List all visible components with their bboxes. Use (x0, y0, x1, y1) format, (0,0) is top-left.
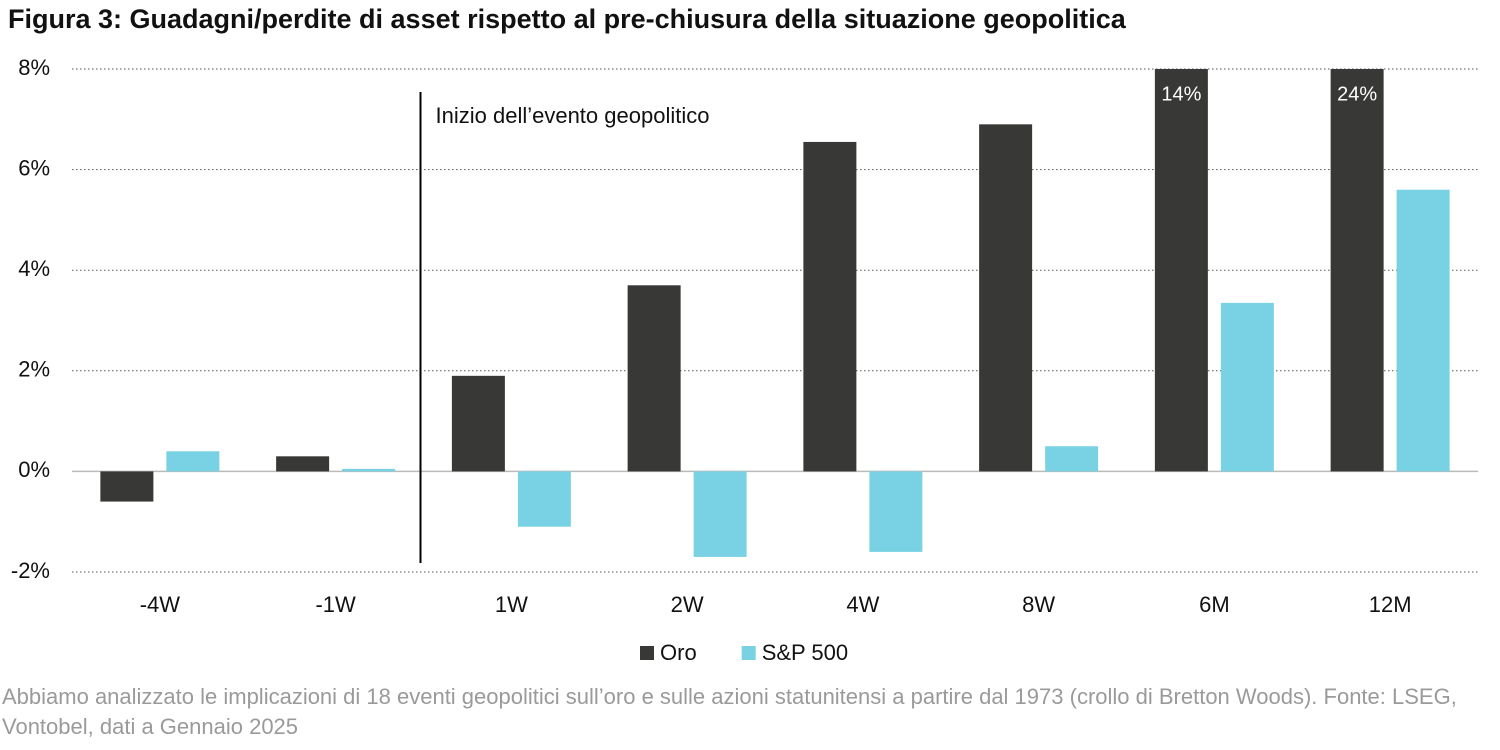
x-tick-label: 6M (1199, 592, 1230, 617)
y-tick-label: 4% (18, 256, 50, 281)
y-tick-label: -2% (11, 558, 50, 583)
bar (451, 375, 505, 472)
x-tick-label: -4W (140, 592, 181, 617)
bar (1154, 69, 1208, 472)
bar (342, 468, 396, 472)
legend-label: S&P 500 (762, 640, 848, 665)
x-tick-label: -1W (315, 592, 356, 617)
legend-label: Oro (660, 640, 697, 665)
bar (979, 124, 1033, 472)
bar (1396, 189, 1450, 472)
bar (1045, 446, 1099, 472)
bar (693, 471, 747, 557)
bar (166, 451, 220, 472)
y-tick-label: 8% (18, 55, 50, 80)
x-tick-label: 1W (495, 592, 528, 617)
bar (803, 141, 857, 472)
bar (276, 456, 330, 472)
annotation: Inizio dell’evento geopolitico (436, 103, 710, 128)
footnote: Abbiamo analizzato le implicazioni di 18… (2, 684, 1457, 739)
y-tick-label: 0% (18, 457, 50, 482)
x-tick-label: 8W (1022, 592, 1055, 617)
bar (100, 471, 154, 502)
chart-title: Figura 3: Guadagni/perdite di asset risp… (8, 4, 1126, 34)
legend-swatch (741, 646, 756, 660)
value-label: 24% (1337, 83, 1377, 105)
x-tick-label: 4W (846, 592, 879, 617)
bar (1220, 302, 1274, 472)
y-tick-label: 2% (18, 357, 50, 382)
bar (627, 285, 681, 472)
y-tick-label: 6% (18, 155, 50, 180)
x-tick-label: 2W (671, 592, 704, 617)
bar (869, 471, 923, 552)
bar (1330, 69, 1384, 472)
x-tick-label: 12M (1369, 592, 1412, 617)
bar (517, 471, 571, 527)
legend-swatch (640, 646, 654, 660)
chart: -2% 0% 2% 4% 6% 8% -4W -1W 1W 2W 4W 8W 6M 14% 12M 24% In… (11, 55, 1478, 665)
value-label: 14% (1161, 83, 1201, 105)
